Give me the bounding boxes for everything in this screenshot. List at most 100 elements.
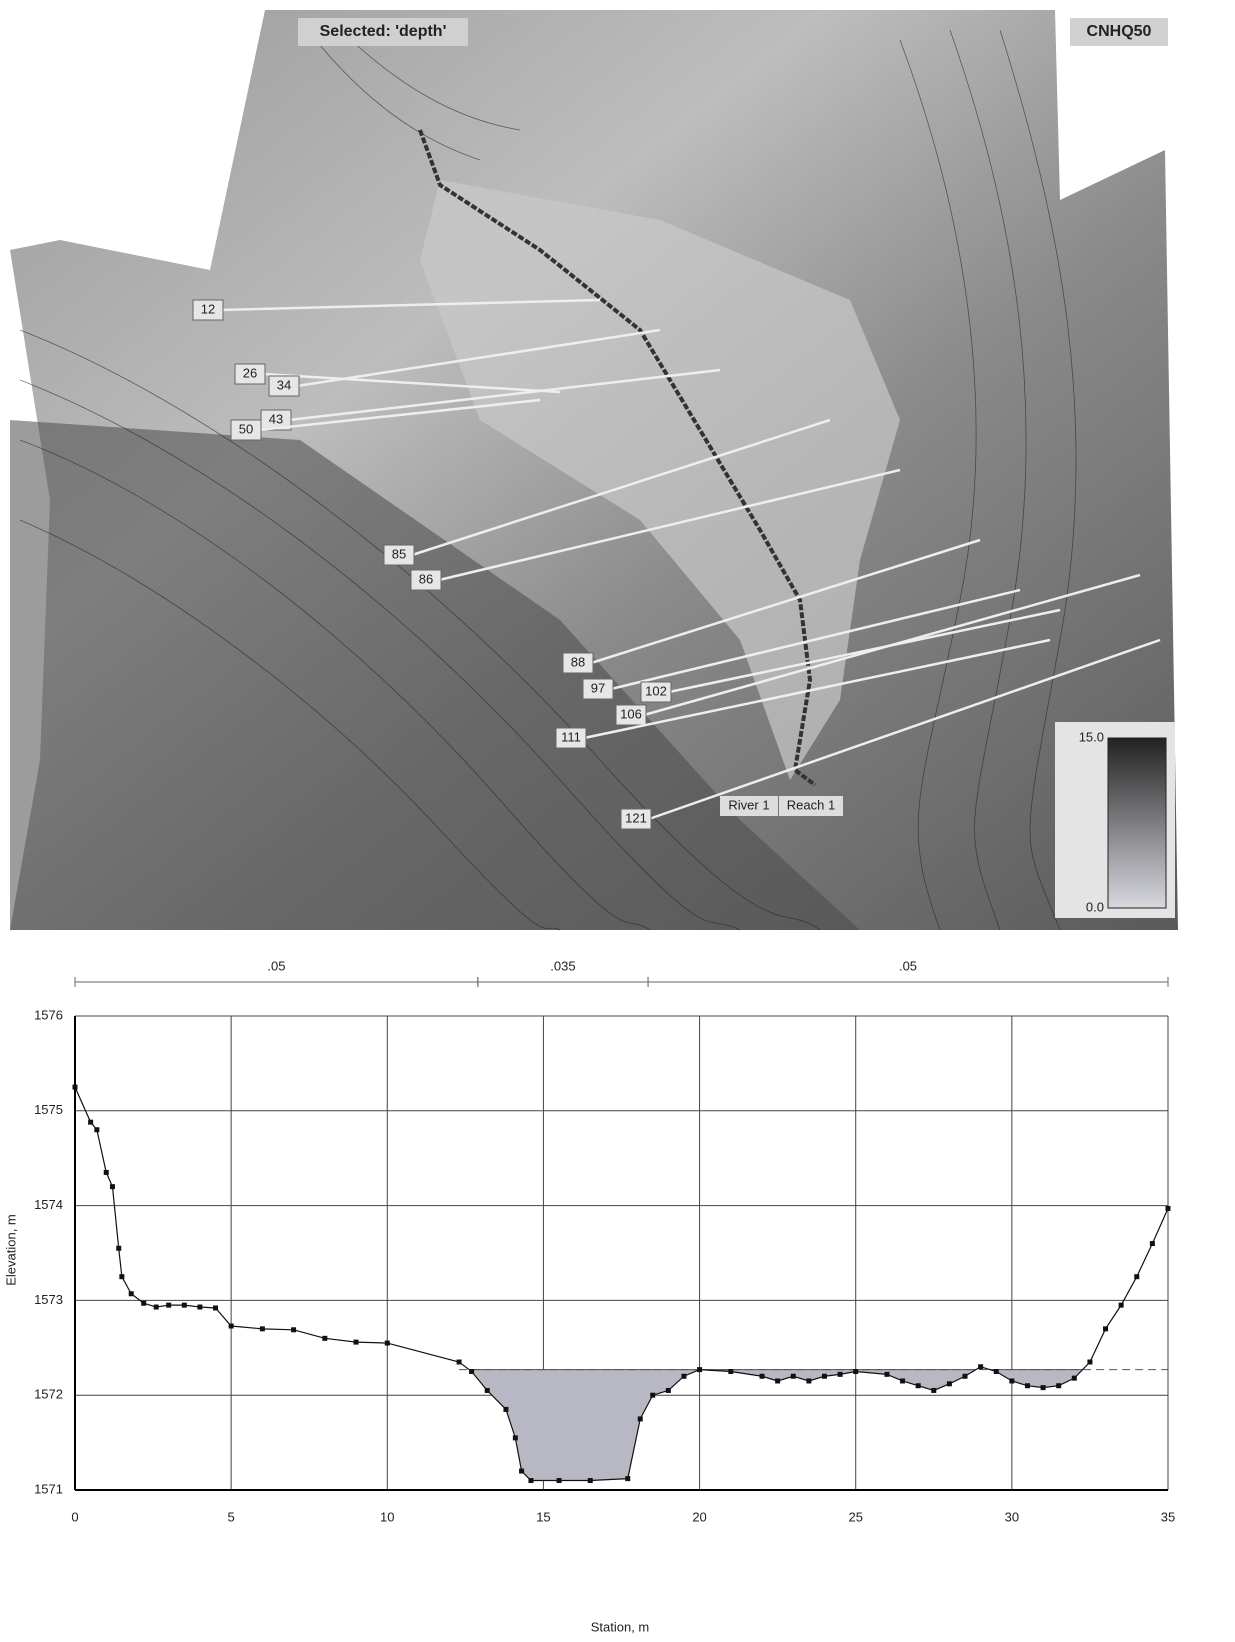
ground-point [1072, 1376, 1077, 1381]
y-tick-label: 1572 [34, 1387, 63, 1402]
ground-point [469, 1369, 474, 1374]
cross-section-label: 50 [239, 421, 253, 436]
cross-section-label: 106 [620, 706, 642, 721]
ground-point [557, 1478, 562, 1483]
ground-point [457, 1360, 462, 1365]
legend-min: 0.0 [1086, 899, 1104, 914]
map: 122634435085868897102106111121 Selected:… [10, 10, 1178, 930]
ground-point [650, 1393, 655, 1398]
cross-section-label: 111 [561, 729, 581, 744]
cross-section-label: 12 [201, 301, 215, 316]
y-tick-label: 1574 [34, 1197, 63, 1212]
ground-point [1087, 1360, 1092, 1365]
cross-section-label: 34 [277, 377, 291, 392]
x-tick-label: 30 [1005, 1509, 1019, 1524]
ground-point [213, 1305, 218, 1310]
ground-point [884, 1372, 889, 1377]
ground-point [947, 1381, 952, 1386]
ground-point [110, 1184, 115, 1189]
ground-point [94, 1127, 99, 1132]
selected-label: Selected: 'depth' [320, 23, 447, 40]
ground-point [963, 1374, 968, 1379]
ground-point [129, 1291, 134, 1296]
x-tick-label: 25 [848, 1509, 862, 1524]
roughness-label: .05 [899, 958, 917, 973]
cross-section-label: 26 [243, 365, 257, 380]
ground-point [182, 1303, 187, 1308]
ground-point [791, 1374, 796, 1379]
ground-point [978, 1364, 983, 1369]
water-area [75, 1370, 1168, 1490]
cross-section-label: 88 [571, 654, 585, 669]
ground-point [666, 1388, 671, 1393]
ground-point [1041, 1385, 1046, 1390]
ground-point [588, 1478, 593, 1483]
cross-section-label: 86 [419, 571, 433, 586]
x-axis-label: Station, m [591, 1619, 650, 1634]
ground-point [728, 1369, 733, 1374]
ground-point [519, 1469, 524, 1474]
ground-point [1103, 1326, 1108, 1331]
ground-point [229, 1323, 234, 1328]
ground-point [485, 1388, 490, 1393]
y-tick-label: 1571 [34, 1481, 63, 1496]
x-tick-label: 5 [228, 1509, 235, 1524]
ground-point [916, 1383, 921, 1388]
y-tick-label: 1573 [34, 1292, 63, 1307]
ground-point [625, 1476, 630, 1481]
y-tick-label: 1576 [34, 1007, 63, 1022]
legend-bar [1108, 738, 1166, 908]
ground-point [354, 1340, 359, 1345]
ground-point [154, 1305, 159, 1310]
ground-point [104, 1170, 109, 1175]
legend-max: 15.0 [1079, 729, 1104, 744]
ground-point [116, 1246, 121, 1251]
ground-point [900, 1378, 905, 1383]
x-tick-label: 10 [380, 1509, 394, 1524]
x-tick-label: 15 [536, 1509, 550, 1524]
ground-point [291, 1327, 296, 1332]
figure: 122634435085868897102106111121 Selected:… [0, 0, 1235, 1642]
cross-section-label: 43 [269, 411, 283, 426]
ground-point [166, 1303, 171, 1308]
ground-point [1134, 1274, 1139, 1279]
ground-point [141, 1301, 146, 1306]
roughness-label: .05 [267, 958, 285, 973]
ground-point [260, 1326, 265, 1331]
river-label: River 1 [728, 797, 769, 812]
ground-point [88, 1120, 93, 1125]
ground-point [513, 1435, 518, 1440]
ground-point [760, 1374, 765, 1379]
ground-point [503, 1407, 508, 1412]
ground-point [73, 1085, 78, 1090]
ground-point [322, 1336, 327, 1341]
plan-label: CNHQ50 [1087, 23, 1152, 40]
ground-point [1119, 1303, 1124, 1308]
cross-section-label: 102 [645, 683, 667, 698]
ground-point [197, 1305, 202, 1310]
ground-point [638, 1416, 643, 1421]
y-tick-label: 1575 [34, 1102, 63, 1117]
x-tick-label: 20 [692, 1509, 706, 1524]
ground-point [775, 1378, 780, 1383]
ground-point [822, 1374, 827, 1379]
ground-point [931, 1388, 936, 1393]
ground-point [838, 1372, 843, 1377]
ground-point [1056, 1383, 1061, 1388]
x-tick-label: 35 [1161, 1509, 1175, 1524]
ground-point [1166, 1206, 1171, 1211]
cross-section-label: 85 [392, 546, 406, 561]
ground-point [119, 1274, 124, 1279]
ground-point [1025, 1383, 1030, 1388]
ground-point [528, 1478, 533, 1483]
ground-point [681, 1374, 686, 1379]
ground-point [806, 1378, 811, 1383]
ground-point [385, 1341, 390, 1346]
cross-section-label: 97 [591, 680, 605, 695]
roughness-label: .035 [550, 958, 575, 973]
ground-point [994, 1369, 999, 1374]
ground-point [1150, 1241, 1155, 1246]
x-tick-label: 0 [71, 1509, 78, 1524]
ground-point [853, 1369, 858, 1374]
